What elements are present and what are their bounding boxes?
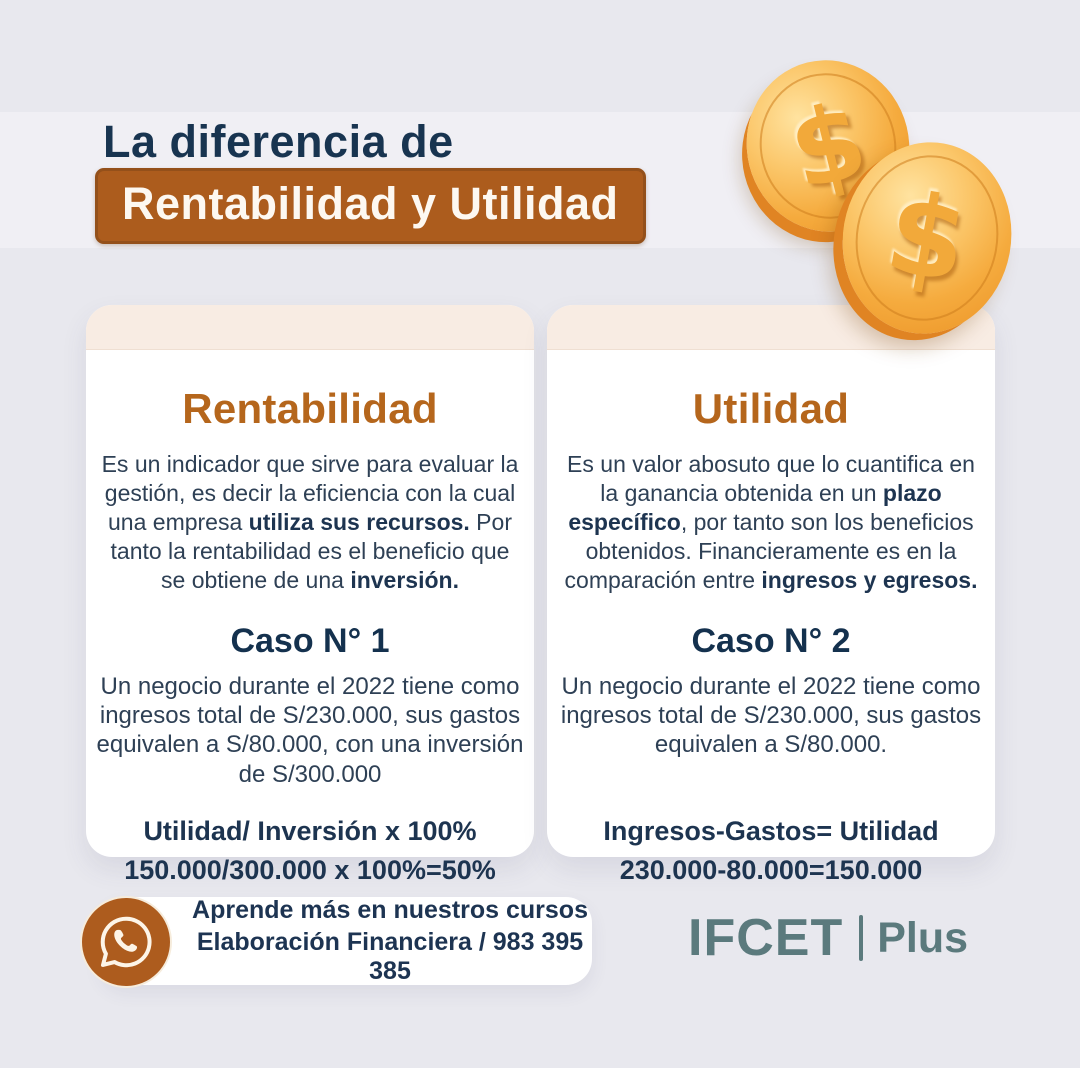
formula-line: 230.000-80.000=150.000 xyxy=(619,854,923,885)
dollar-sign-icon: $ xyxy=(877,167,977,309)
rentabilidad-card: Rentabilidad Es un indicador que sirve p… xyxy=(86,305,534,885)
formula-line: Utilidad/ Inversión x 100% xyxy=(143,815,477,846)
title-line-1: La diferencia de xyxy=(103,116,454,167)
case-1-text: Un negocio durante el 2022 tiene como in… xyxy=(96,672,524,788)
case-2-title: Caso N° 2 xyxy=(691,621,851,660)
card-header-band xyxy=(86,305,534,350)
formula-line: Ingresos-Gastos= Utilidad xyxy=(603,815,939,846)
case-1-formula: Utilidad/ Inversión x 100% 150.000/300.0… xyxy=(86,812,534,890)
utilidad-heading: Utilidad xyxy=(692,385,850,432)
rentabilidad-heading: Rentabilidad xyxy=(182,385,438,432)
utilidad-description: Es un valor abosuto que lo cuantifica en… xyxy=(560,450,982,595)
utilidad-card: Utilidad Es un valor abosuto que lo cuan… xyxy=(547,305,995,885)
whatsapp-cta-pill: Aprende más en nuestros cursos Elaboraci… xyxy=(100,896,592,985)
case-1-title: Caso N° 1 xyxy=(230,621,390,660)
desc-segment: Es un indicador que sirve para evaluar l… xyxy=(101,451,519,535)
brand-logo: IFCET Plus xyxy=(688,908,968,968)
desc-segment-bold: inversión. xyxy=(350,566,459,593)
cta-line-1: Aprende más en nuestros cursos xyxy=(192,896,588,924)
formula-line: 150.000/300.000 x 100%=50% xyxy=(124,855,496,886)
case-2-text: Un negocio durante el 2022 tiene como in… xyxy=(560,672,982,759)
whatsapp-icon xyxy=(80,896,172,988)
cta-line-2: Elaboración Financiera / 983 395 385 xyxy=(196,928,584,985)
desc-segment: Por tanto la rentabilidad es el benefici… xyxy=(110,508,512,593)
brand-divider xyxy=(859,915,864,961)
brand-suffix: Plus xyxy=(877,913,969,962)
desc-segment: Es un valor abosuto que lo cuantifica en… xyxy=(567,451,975,506)
title-badge: Rentabilidad y Utilidad xyxy=(95,168,646,244)
rentabilidad-description: Es un indicador que sirve para evaluar l… xyxy=(99,450,521,595)
case-2-formula: Ingresos-Gastos= Utilidad 230.000-80.000… xyxy=(547,812,995,890)
desc-segment-bold: ingresos y egresos. xyxy=(761,566,978,593)
desc-segment-bold: utiliza sus recursos. xyxy=(248,508,470,535)
desc-segment: , por tanto son los beneficios obtenidos… xyxy=(564,508,974,593)
brand-name: IFCET xyxy=(688,909,844,967)
desc-segment-bold: plazo específico xyxy=(568,479,942,535)
